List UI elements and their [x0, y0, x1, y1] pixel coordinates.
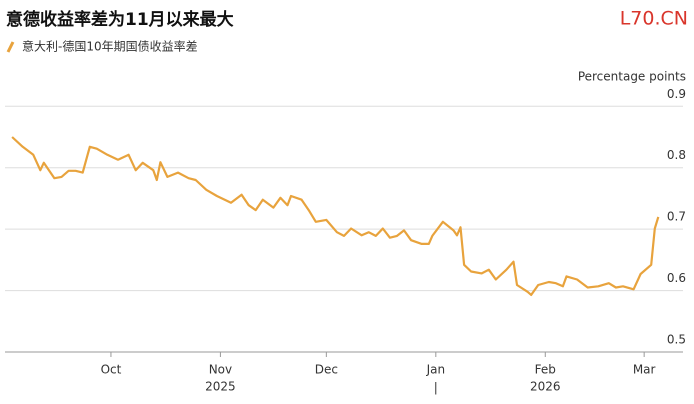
y-tick-label: 0.7 — [667, 210, 686, 224]
y-unit: Percentage points — [578, 70, 686, 84]
year-label: 2025 — [205, 380, 236, 394]
chart-title: 意德收益率差为11月以来最大 — [6, 9, 234, 30]
x-tick-label: Nov — [209, 363, 232, 377]
legend-swatch — [6, 41, 15, 53]
legend-label: 意大利-德国10年期国债收益率差 — [22, 39, 198, 54]
x-tick-label: Dec — [315, 363, 338, 377]
year-label: 2026 — [530, 380, 561, 394]
x-tick-label: Feb — [535, 363, 556, 377]
ticker-code: L70.CN — [620, 8, 688, 30]
x-tick-label: Oct — [101, 363, 122, 377]
x-tick-label: Jan — [426, 363, 446, 377]
y-tick-label: 0.8 — [667, 148, 686, 162]
y-tick-label: 0.6 — [667, 271, 686, 285]
year-divider: | — [434, 381, 438, 395]
y-tick-label: 0.9 — [667, 87, 686, 101]
y-tick-label: 0.5 — [667, 333, 686, 347]
x-tick-label: Mar — [633, 363, 656, 377]
series-line — [11, 136, 660, 296]
